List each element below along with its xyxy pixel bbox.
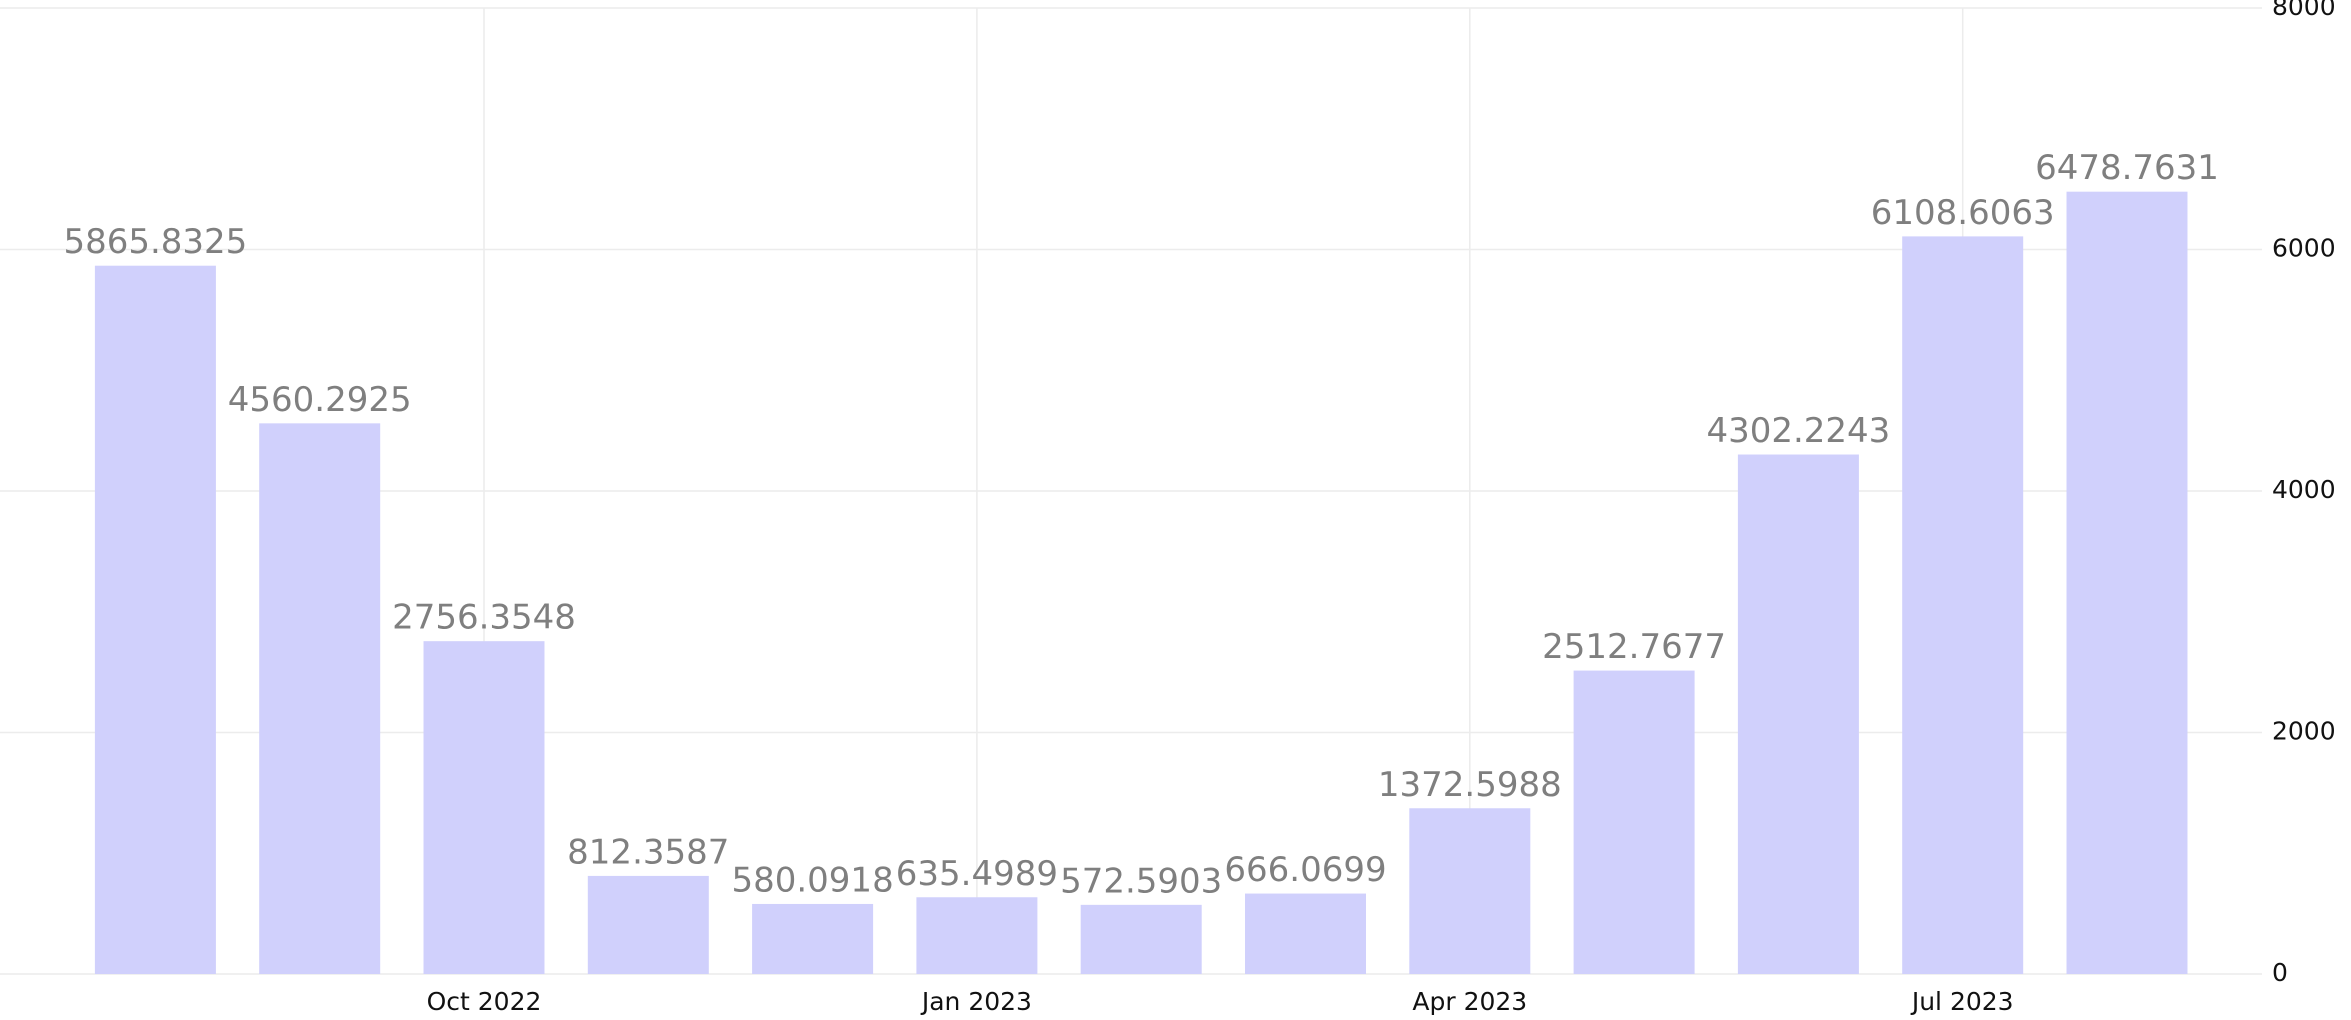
bar — [1245, 893, 1366, 974]
x-tick-label: Apr 2023 — [1412, 987, 1527, 1016]
y-tick-label: 4000 — [2272, 475, 2336, 504]
y-tick-label: 0 — [2272, 958, 2288, 987]
y-axis: 0 2000 4000 6000 8000 — [2272, 0, 2336, 987]
bar — [423, 641, 545, 974]
data-label: 812.3587 — [567, 832, 729, 872]
data-label: 2512.7677 — [1542, 627, 1726, 667]
bar — [587, 875, 709, 974]
x-axis: Oct 2022 Jan 2023 Apr 2023 Jul 2023 — [427, 987, 2014, 1016]
data-label: 580.0918 — [731, 860, 893, 900]
data-label: 572.5903 — [1060, 861, 1222, 901]
bar — [916, 897, 1038, 974]
data-label: 635.4989 — [896, 854, 1058, 894]
x-tick-label: Jan 2023 — [920, 987, 1032, 1016]
data-label: 4302.2243 — [1706, 411, 1890, 451]
x-tick-label: Jul 2023 — [1910, 987, 2014, 1016]
x-tick-label: Oct 2022 — [427, 987, 542, 1016]
data-labels: 5865.8325 4560.2925 2756.3548 812.3587580.0… — [63, 148, 2218, 901]
bar — [1080, 904, 1202, 974]
bar — [1902, 236, 2024, 974]
bar — [259, 423, 381, 974]
data-label: 4560.2925 — [228, 380, 412, 420]
data-label: 1372.5988 — [1378, 765, 1562, 805]
bar — [1573, 670, 1695, 974]
y-tick-label: 2000 — [2272, 717, 2336, 746]
data-label: 6478.7631 — [2035, 148, 2219, 188]
data-label: 2756.3548 — [392, 598, 576, 638]
y-tick-label: 8000 — [2272, 0, 2336, 21]
bar — [1409, 808, 1531, 974]
bars — [94, 191, 2188, 975]
bar — [2066, 191, 2188, 975]
data-label: 6108.6063 — [1871, 193, 2055, 233]
bar — [94, 265, 216, 975]
data-label: 5865.8325 — [63, 222, 247, 262]
data-label: 666.0699 — [1224, 850, 1386, 890]
bar — [1737, 454, 1859, 974]
y-tick-label: 6000 — [2272, 234, 2336, 263]
bar — [752, 903, 874, 974]
